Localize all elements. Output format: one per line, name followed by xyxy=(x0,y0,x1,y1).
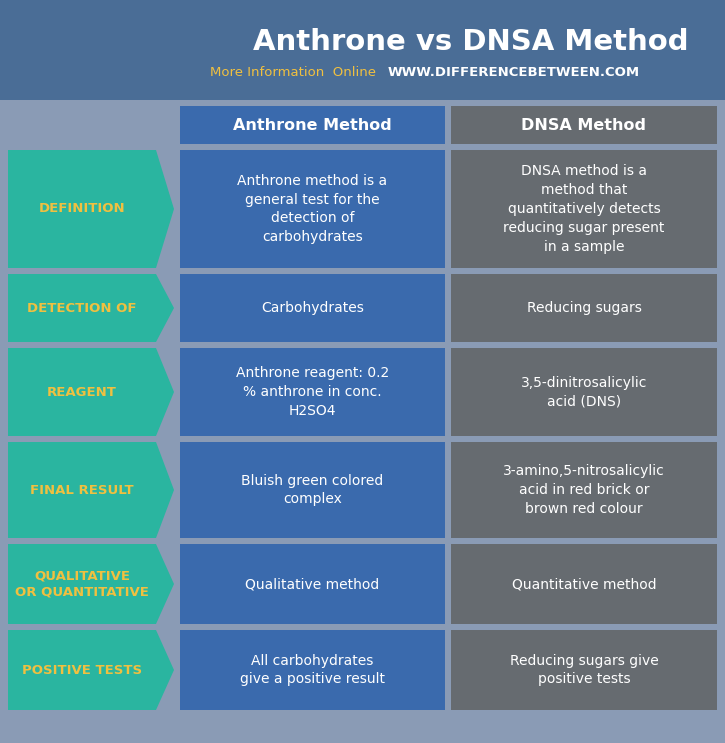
Text: 3-amino,5-nitrosalicylic
acid in red brick or
brown red colour: 3-amino,5-nitrosalicylic acid in red bri… xyxy=(503,464,665,516)
FancyBboxPatch shape xyxy=(180,442,445,538)
Text: Quantitative method: Quantitative method xyxy=(512,577,656,591)
Text: DEFINITION: DEFINITION xyxy=(38,203,125,215)
FancyBboxPatch shape xyxy=(451,348,717,436)
Text: DETECTION OF: DETECTION OF xyxy=(28,302,137,314)
Text: Anthrone method is a
general test for the
detection of
carbohydrates: Anthrone method is a general test for th… xyxy=(237,174,388,244)
FancyBboxPatch shape xyxy=(451,106,717,144)
Text: Qualitative method: Qualitative method xyxy=(245,577,380,591)
Text: QUALITATIVE
OR QUANTITATIVE: QUALITATIVE OR QUANTITATIVE xyxy=(15,569,149,599)
FancyBboxPatch shape xyxy=(180,274,445,342)
FancyBboxPatch shape xyxy=(0,0,725,100)
Text: Anthrone reagent: 0.2
% anthrone in conc.
H2SO4: Anthrone reagent: 0.2 % anthrone in conc… xyxy=(236,366,389,418)
Text: Anthrone vs DNSA Method: Anthrone vs DNSA Method xyxy=(254,28,689,56)
Polygon shape xyxy=(8,630,174,710)
Text: REAGENT: REAGENT xyxy=(47,386,117,398)
Text: Reducing sugars give
positive tests: Reducing sugars give positive tests xyxy=(510,654,658,687)
Text: Carbohydrates: Carbohydrates xyxy=(261,301,364,315)
Text: Anthrone Method: Anthrone Method xyxy=(233,117,392,132)
Text: Reducing sugars: Reducing sugars xyxy=(526,301,642,315)
FancyBboxPatch shape xyxy=(451,442,717,538)
FancyBboxPatch shape xyxy=(180,150,445,268)
FancyBboxPatch shape xyxy=(180,544,445,624)
FancyBboxPatch shape xyxy=(180,106,445,144)
Text: DNSA method is a
method that
quantitatively detects
reducing sugar present
in a : DNSA method is a method that quantitativ… xyxy=(503,164,665,254)
Polygon shape xyxy=(8,274,174,342)
Text: All carbohydrates
give a positive result: All carbohydrates give a positive result xyxy=(240,654,385,687)
Text: FINAL RESULT: FINAL RESULT xyxy=(30,484,134,496)
Text: Bluish green colored
complex: Bluish green colored complex xyxy=(241,473,384,507)
FancyBboxPatch shape xyxy=(180,348,445,436)
Polygon shape xyxy=(8,150,174,268)
Polygon shape xyxy=(8,442,174,538)
Polygon shape xyxy=(8,544,174,624)
Text: WWW.DIFFERENCEBETWEEN.COM: WWW.DIFFERENCEBETWEEN.COM xyxy=(388,65,640,79)
Polygon shape xyxy=(8,348,174,436)
FancyBboxPatch shape xyxy=(451,630,717,710)
Text: DNSA Method: DNSA Method xyxy=(521,117,647,132)
Text: More Information  Online: More Information Online xyxy=(210,65,384,79)
FancyBboxPatch shape xyxy=(180,630,445,710)
FancyBboxPatch shape xyxy=(451,274,717,342)
Text: POSITIVE TESTS: POSITIVE TESTS xyxy=(22,663,142,676)
Text: 3,5-dinitrosalicylic
acid (DNS): 3,5-dinitrosalicylic acid (DNS) xyxy=(521,375,647,409)
FancyBboxPatch shape xyxy=(451,544,717,624)
FancyBboxPatch shape xyxy=(451,150,717,268)
